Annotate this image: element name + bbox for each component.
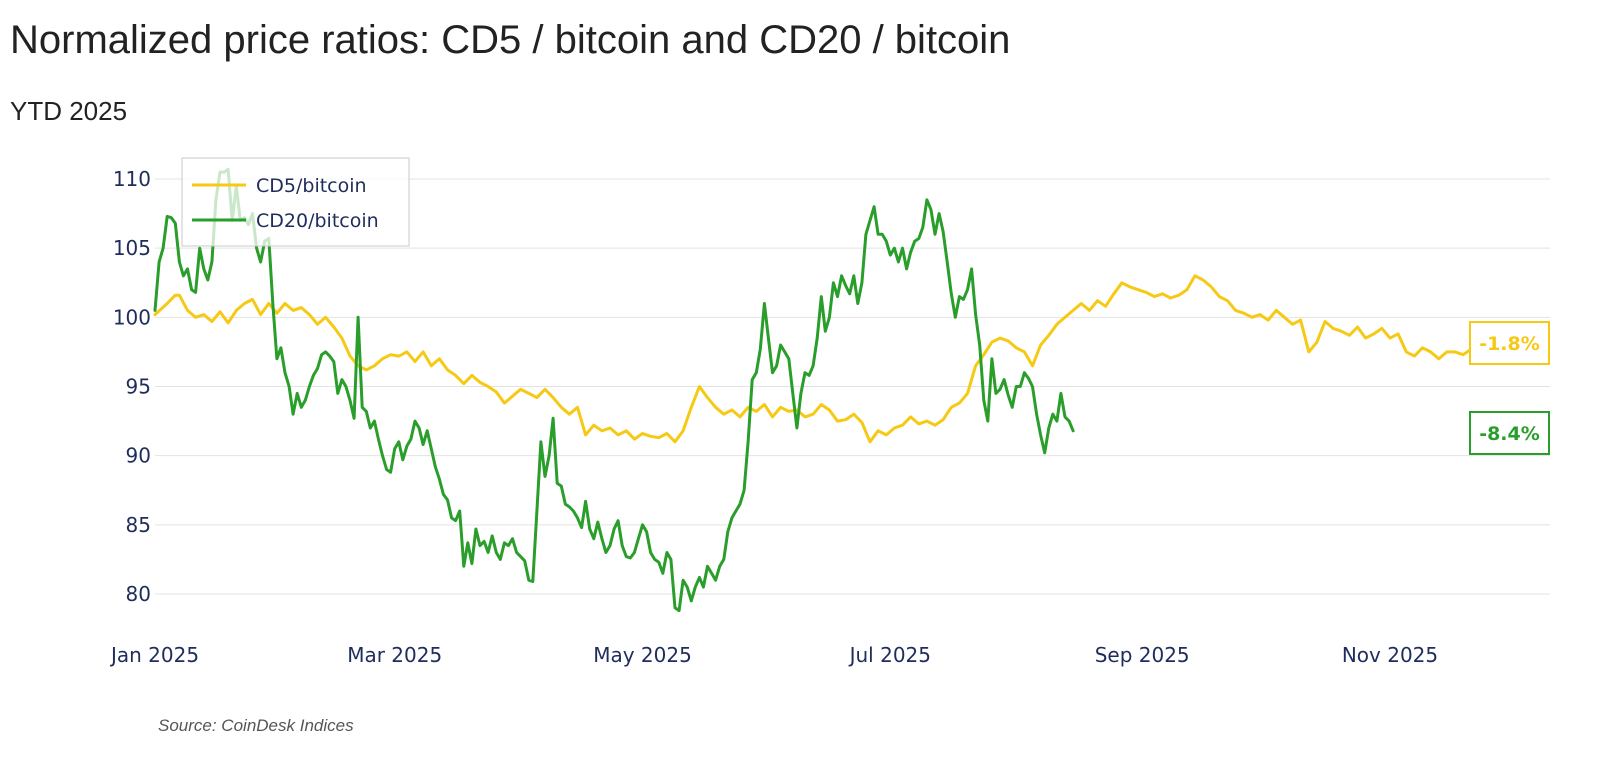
series-lines (153, 167, 1489, 613)
legend[interactable]: CD5/bitcoin CD20/bitcoin (181, 157, 410, 247)
end-label-cd5: -1.8% (1479, 333, 1540, 355)
x-tick-label: May 2025 (593, 643, 692, 667)
end-label-box-cd5 (1469, 321, 1550, 365)
y-tick-label: 90 (126, 444, 151, 468)
y-tick-label: 110 (113, 167, 151, 191)
end-label-box-cd20 (1469, 411, 1550, 455)
source-note: Source: CoinDesk Indices (158, 716, 354, 735)
end-label-cd20: -8.4% (1479, 423, 1540, 445)
gridlines (155, 178, 1550, 595)
legend-label-cd5[interactable]: CD5/bitcoin (256, 175, 367, 197)
x-tick-label: Jan 2025 (109, 643, 199, 667)
x-axis-ticks: Jan 2025 Mar 2025 May 2025 Jul 2025 Sep 2025… (109, 643, 1438, 667)
chart-subtitle: YTD 2025 (10, 96, 128, 126)
y-tick-label: 105 (113, 236, 151, 260)
y-axis-ticks: 80 85 90 95 100 105 110 (113, 167, 151, 606)
legend-label-cd20[interactable]: CD20/bitcoin (256, 210, 379, 232)
series-line-cd5[interactable] (153, 274, 1489, 444)
y-tick-label: 85 (126, 513, 151, 537)
series-line-cd20[interactable] (153, 167, 1075, 613)
y-tick-label: 95 (126, 375, 151, 399)
x-tick-label: Jul 2025 (848, 643, 931, 667)
y-tick-label: 100 (113, 305, 151, 329)
legend-box (181, 157, 410, 247)
y-tick-label: 80 (126, 582, 151, 606)
x-tick-label: Mar 2025 (347, 643, 442, 667)
x-tick-label: Nov 2025 (1342, 643, 1438, 667)
x-tick-label: Sep 2025 (1095, 643, 1190, 667)
chart-title: Normalized price ratios: CD5 / bitcoin a… (10, 18, 1011, 62)
end-labels: -1.8% -8.4% (1469, 321, 1550, 455)
